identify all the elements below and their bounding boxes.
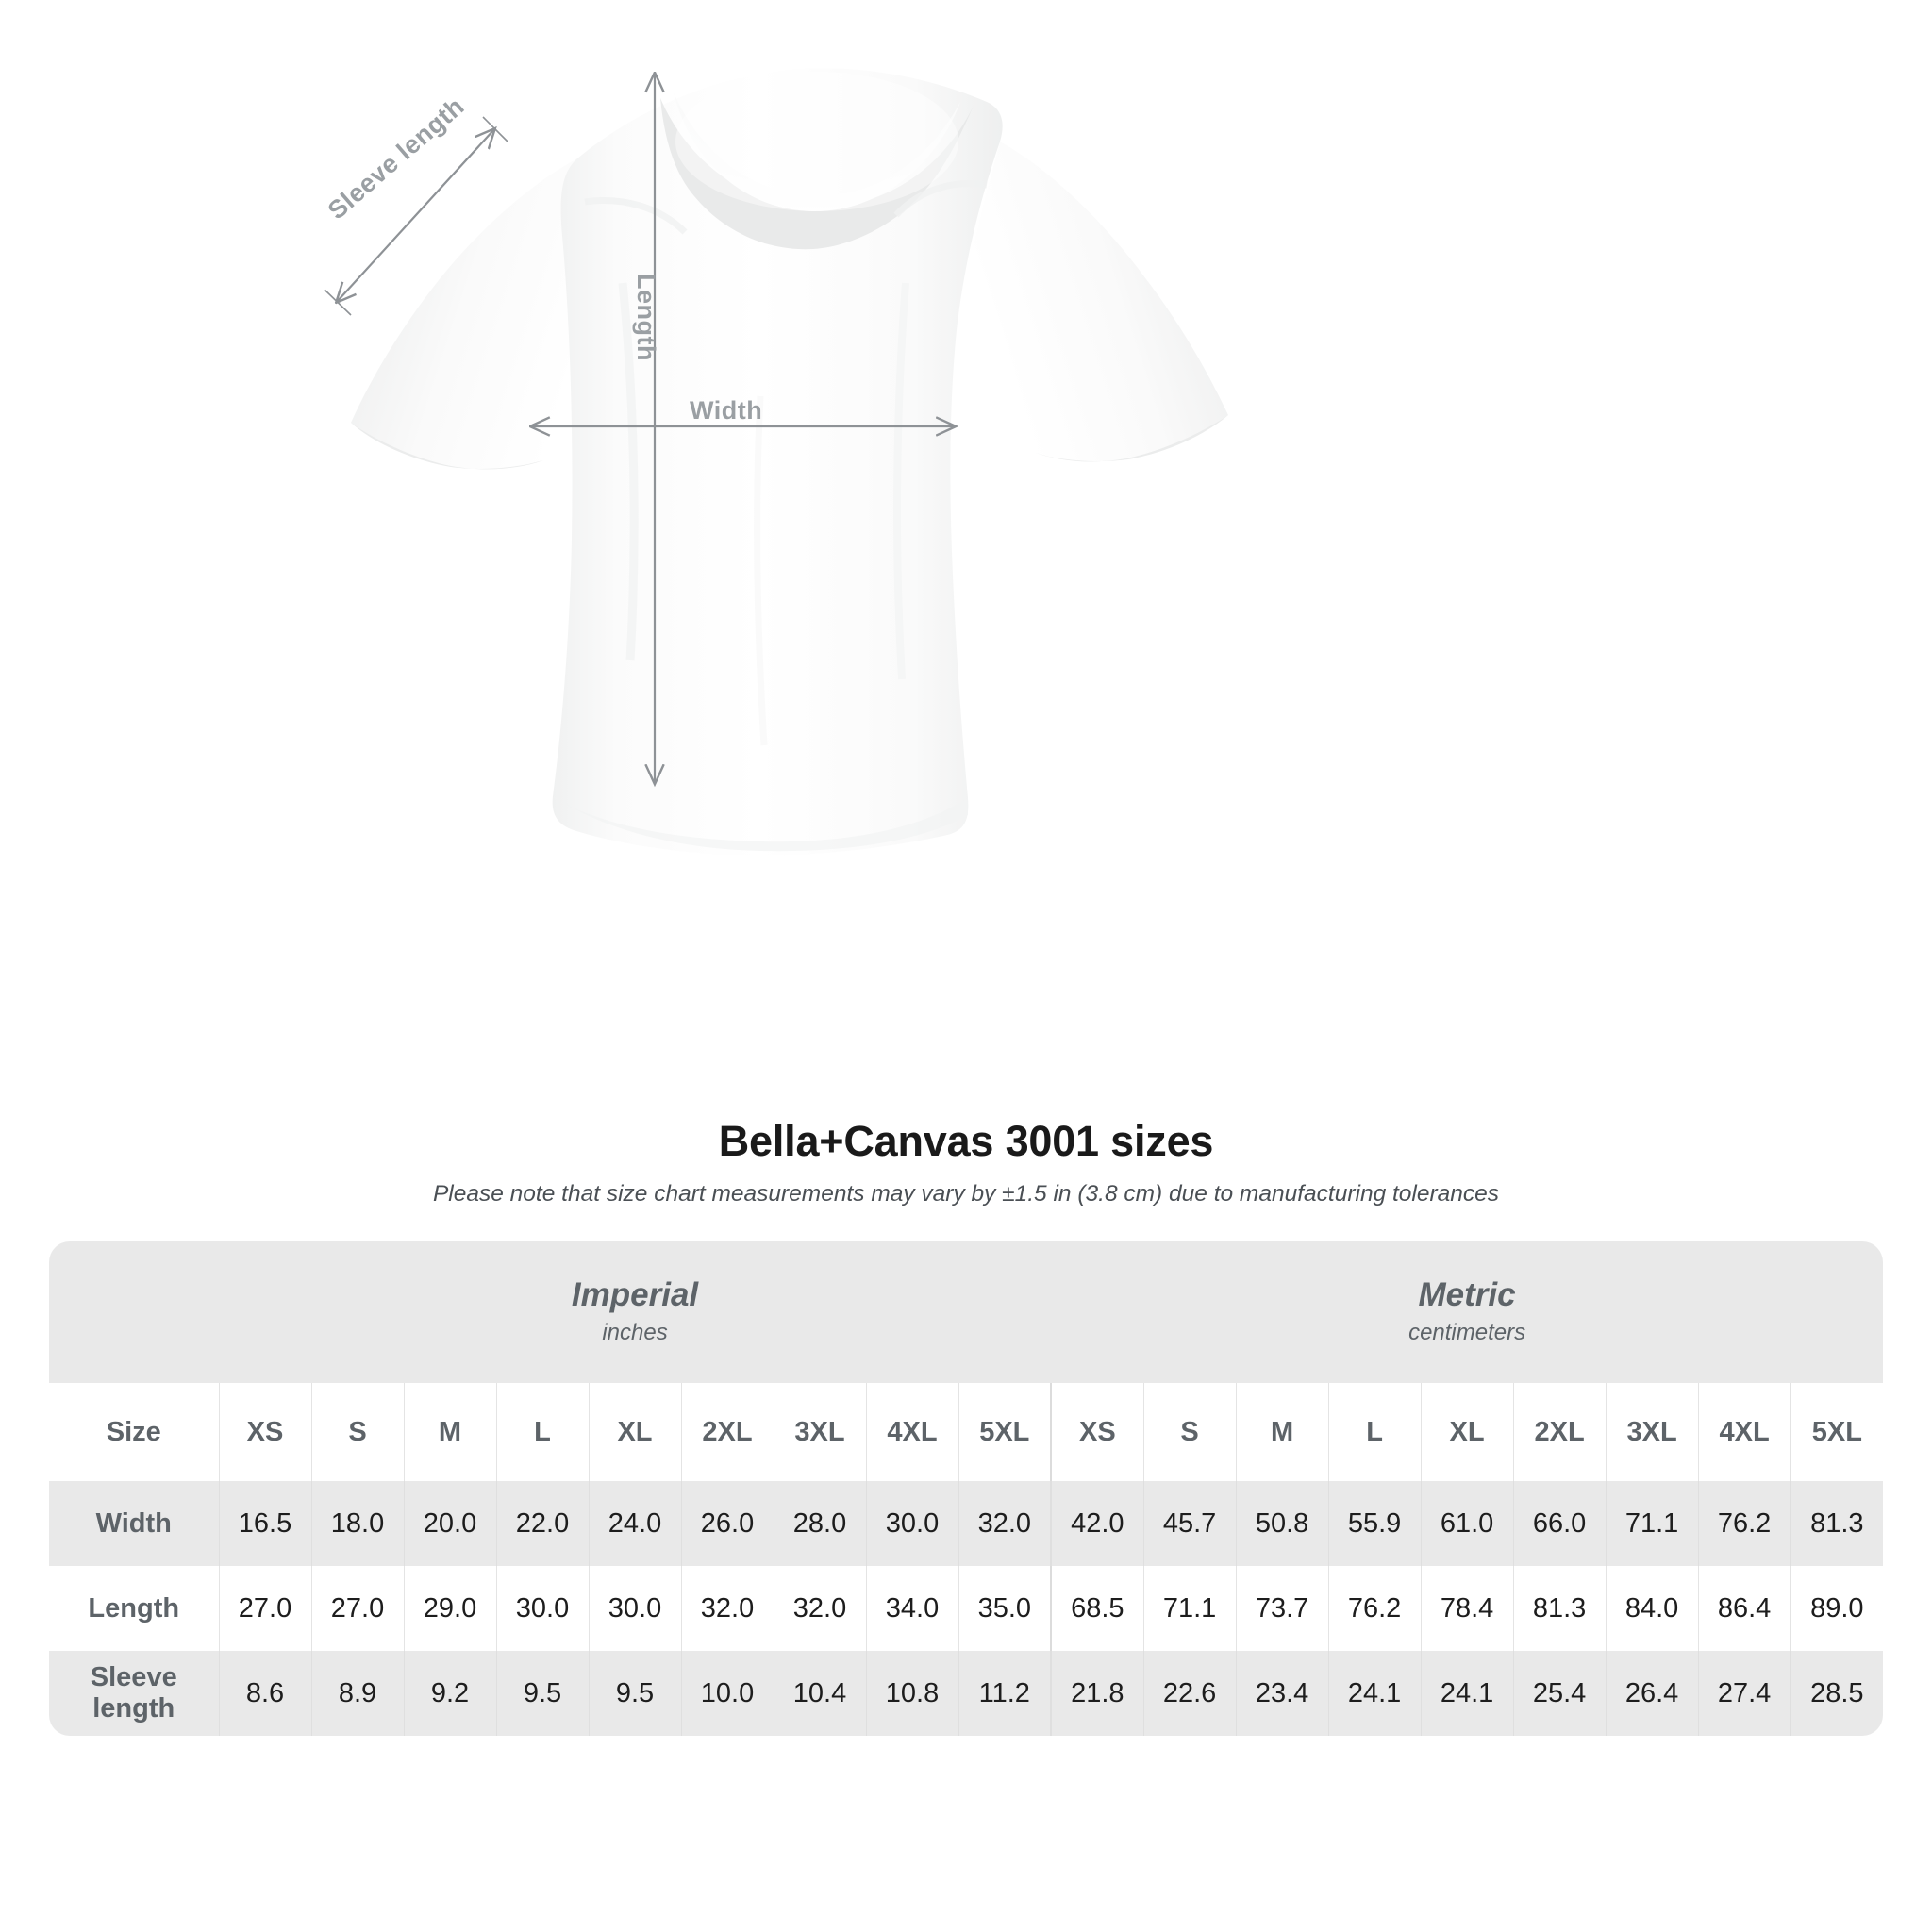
- row-label-sleeve-length: Sleeve length: [49, 1651, 219, 1736]
- size-column-header-imperial-2xl: 2XL: [680, 1383, 774, 1481]
- size-chart-heading: Bella+Canvas 3001 sizes Please note that…: [0, 1117, 1932, 1208]
- cell-length-metric-5xl: 89.0: [1790, 1566, 1884, 1651]
- cell-length-imperial-m: 29.0: [403, 1566, 496, 1651]
- cell-length-metric-3xl: 84.0: [1605, 1566, 1699, 1651]
- cell-width-metric-2xl: 66.0: [1512, 1481, 1607, 1566]
- cell-length-imperial-4xl: 34.0: [865, 1566, 958, 1651]
- size-column-header-metric-2xl: 2XL: [1512, 1383, 1607, 1481]
- unit-banner-row: Imperial inches Metric centimeters: [49, 1241, 1884, 1383]
- cell-sleeve-length-imperial-s: 8.9: [310, 1651, 404, 1736]
- cell-sleeve-length-metric-m: 23.4: [1235, 1651, 1329, 1736]
- cell-length-imperial-2xl: 32.0: [680, 1566, 774, 1651]
- cell-width-metric-4xl: 76.2: [1697, 1481, 1791, 1566]
- cell-length-imperial-5xl: 35.0: [958, 1566, 1052, 1651]
- table-row: Width 16.5 18.0 20.0 22.0 24.0 26.0 28.0 30.0 32.…: [49, 1481, 1884, 1566]
- cell-sleeve-length-metric-2xl: 25.4: [1512, 1651, 1607, 1736]
- cell-sleeve-length-imperial-4xl: 10.8: [865, 1651, 958, 1736]
- cell-width-imperial-m: 20.0: [403, 1481, 496, 1566]
- cell-length-metric-2xl: 81.3: [1512, 1566, 1607, 1651]
- cell-length-imperial-3xl: 32.0: [773, 1566, 866, 1651]
- width-annotation: Width: [690, 396, 763, 425]
- cell-sleeve-length-imperial-3xl: 10.4: [773, 1651, 866, 1736]
- cell-length-imperial-xs: 27.0: [218, 1566, 311, 1651]
- size-column-header-metric-xs: XS: [1050, 1383, 1144, 1481]
- table-row: Length 27.0 27.0 29.0 30.0 30.0 32.0 32.0 34.0 35…: [49, 1566, 1884, 1651]
- size-column-header-imperial-4xl: 4XL: [865, 1383, 958, 1481]
- cell-sleeve-length-imperial-m: 9.2: [403, 1651, 496, 1736]
- cell-width-imperial-s: 18.0: [310, 1481, 404, 1566]
- unit-group-name: Imperial: [571, 1276, 699, 1314]
- cell-width-imperial-3xl: 28.0: [773, 1481, 866, 1566]
- size-column-header-imperial-s: S: [310, 1383, 404, 1481]
- cell-width-imperial-xs: 16.5: [218, 1481, 311, 1566]
- cell-width-metric-s: 45.7: [1142, 1481, 1237, 1566]
- table-row: Sleeve length 8.6 8.9 9.2 9.5 9.5 10.0 10.4 10.8…: [49, 1651, 1884, 1736]
- unit-group-name: Metric: [1418, 1276, 1516, 1314]
- cell-length-imperial-xl: 30.0: [588, 1566, 681, 1651]
- unit-group-subtitle: centimeters: [1408, 1319, 1526, 1345]
- cell-sleeve-length-metric-4xl: 27.4: [1697, 1651, 1791, 1736]
- cell-width-metric-l: 55.9: [1327, 1481, 1422, 1566]
- cell-length-metric-xl: 78.4: [1420, 1566, 1514, 1651]
- size-column-header-imperial-3xl: 3XL: [773, 1383, 866, 1481]
- cell-width-imperial-l: 22.0: [495, 1481, 589, 1566]
- size-column-header-metric-s: S: [1142, 1383, 1237, 1481]
- unit-group-subtitle: inches: [602, 1319, 668, 1345]
- size-column-header-metric-5xl: 5XL: [1790, 1383, 1884, 1481]
- cell-sleeve-length-imperial-xl: 9.5: [588, 1651, 681, 1736]
- row-label-length: Length: [49, 1566, 219, 1651]
- tshirt-illustration: [324, 68, 1228, 857]
- cell-length-imperial-l: 30.0: [495, 1566, 589, 1651]
- cell-sleeve-length-imperial-2xl: 10.0: [680, 1651, 774, 1736]
- sleeve-length-arrow: [337, 129, 494, 302]
- cell-sleeve-length-imperial-l: 9.5: [495, 1651, 589, 1736]
- row-label-width: Width: [49, 1481, 219, 1566]
- cell-width-metric-5xl: 81.3: [1790, 1481, 1884, 1566]
- cell-width-metric-xl: 61.0: [1420, 1481, 1514, 1566]
- length-annotation: Length: [632, 274, 660, 361]
- cell-length-imperial-s: 27.0: [310, 1566, 404, 1651]
- unit-group-metric: Metric centimeters: [1051, 1241, 1884, 1383]
- cell-length-metric-4xl: 86.4: [1697, 1566, 1791, 1651]
- unit-group-imperial: Imperial inches: [219, 1241, 1052, 1383]
- cell-width-metric-3xl: 71.1: [1605, 1481, 1699, 1566]
- size-column-header-imperial-xl: XL: [588, 1383, 681, 1481]
- cell-sleeve-length-imperial-5xl: 11.2: [958, 1651, 1052, 1736]
- cell-length-metric-xs: 68.5: [1050, 1566, 1144, 1651]
- tolerance-note: Please note that size chart measurements…: [432, 1181, 1500, 1207]
- cell-sleeve-length-imperial-xs: 8.6: [218, 1651, 311, 1736]
- size-column-header-metric-4xl: 4XL: [1697, 1383, 1791, 1481]
- size-header-row: Size XS S M L XL 2XL 3XL 4XL 5XL XS S M L XL 2XL 3XL 4XL 5…: [49, 1383, 1884, 1481]
- size-column-header-imperial-xs: XS: [218, 1383, 311, 1481]
- cell-width-imperial-5xl: 32.0: [958, 1481, 1052, 1566]
- cell-width-metric-m: 50.8: [1235, 1481, 1329, 1566]
- cell-sleeve-length-metric-5xl: 28.5: [1790, 1651, 1884, 1736]
- cell-width-imperial-4xl: 30.0: [865, 1481, 958, 1566]
- size-column-header-metric-3xl: 3XL: [1605, 1383, 1699, 1481]
- cell-width-imperial-xl: 24.0: [588, 1481, 681, 1566]
- size-column-header-metric-l: L: [1327, 1383, 1422, 1481]
- cell-sleeve-length-metric-s: 22.6: [1142, 1651, 1237, 1736]
- unit-banner-spacer: [49, 1241, 219, 1383]
- size-table-container: Imperial inches Metric centimeters Size XS S M L…: [49, 1241, 1884, 1736]
- size-column-header-metric-xl: XL: [1420, 1383, 1514, 1481]
- cell-width-imperial-2xl: 26.0: [680, 1481, 774, 1566]
- cell-sleeve-length-metric-l: 24.1: [1327, 1651, 1422, 1736]
- page-title: Bella+Canvas 3001 sizes: [718, 1117, 1214, 1165]
- size-header-label: Size: [49, 1383, 219, 1481]
- cell-sleeve-length-metric-3xl: 26.4: [1605, 1651, 1699, 1736]
- cell-sleeve-length-metric-xl: 24.1: [1420, 1651, 1514, 1736]
- size-column-header-metric-m: M: [1235, 1383, 1329, 1481]
- cell-sleeve-length-metric-xs: 21.8: [1050, 1651, 1144, 1736]
- tshirt-diagram-section: Sleeve length Length Width: [323, 68, 1228, 857]
- size-column-header-imperial-l: L: [495, 1383, 589, 1481]
- cell-width-metric-xs: 42.0: [1050, 1481, 1144, 1566]
- cell-length-metric-m: 73.7: [1235, 1566, 1329, 1651]
- size-chart-table: Imperial inches Metric centimeters Size XS S M L…: [49, 1241, 1884, 1736]
- size-column-header-imperial-m: M: [403, 1383, 496, 1481]
- size-column-header-imperial-5xl: 5XL: [958, 1383, 1052, 1481]
- cell-length-metric-l: 76.2: [1327, 1566, 1422, 1651]
- cell-length-metric-s: 71.1: [1142, 1566, 1237, 1651]
